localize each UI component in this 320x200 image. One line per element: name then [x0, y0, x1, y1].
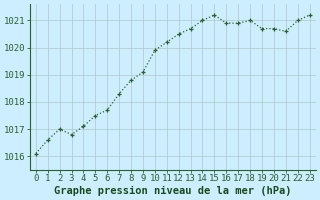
X-axis label: Graphe pression niveau de la mer (hPa): Graphe pression niveau de la mer (hPa) — [54, 186, 292, 196]
